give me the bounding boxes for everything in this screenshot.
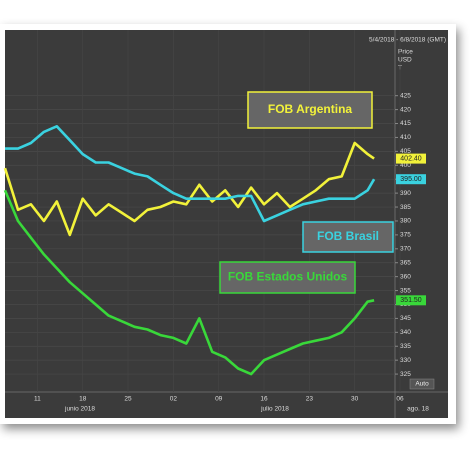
- auto-button-bg: [409, 378, 435, 390]
- series-line: [3, 141, 375, 237]
- last-value-box: [396, 174, 426, 185]
- y-tick-label: 405: [400, 148, 411, 155]
- x-tick-label: 06: [396, 396, 404, 403]
- y-tick-label: 340: [400, 329, 411, 336]
- legend-box: [247, 91, 373, 129]
- y-tick-label: 370: [400, 246, 411, 253]
- month-label: ago. 18: [407, 406, 429, 413]
- last-value-label: 402.40: [400, 155, 422, 162]
- x-tick-label: 16: [260, 396, 268, 403]
- x-tick-label: 02: [170, 396, 178, 403]
- series-line: [5, 125, 376, 223]
- y-tick-label: 365: [400, 259, 411, 266]
- y-tick-label: 330: [400, 357, 411, 364]
- legend-label: FOB Argentina: [268, 102, 353, 116]
- x-tick-label: 18: [79, 396, 87, 403]
- last-value-box: [396, 153, 426, 164]
- last-value-box: [396, 295, 426, 306]
- last-value-label: 395.00: [400, 176, 422, 183]
- y-tick-label: 400: [400, 162, 411, 169]
- y-tick-label: 380: [400, 218, 411, 225]
- last-value-label: 351.50: [400, 297, 422, 304]
- y-tick-label: 385: [400, 204, 411, 211]
- month-label: julio 2018: [260, 406, 289, 413]
- y-tick-label: 410: [400, 134, 411, 141]
- y-tick-label: 390: [400, 190, 411, 197]
- y-axis-label: Price: [398, 49, 413, 56]
- auto-button[interactable]: Auto: [415, 381, 429, 388]
- legend-box: [302, 221, 394, 253]
- y-tick-label: 420: [400, 106, 411, 113]
- y-tick-label: 415: [400, 120, 411, 127]
- legend-box: [219, 261, 356, 294]
- y-axis-label: USD: [398, 57, 412, 64]
- y-tick-label: 425: [400, 92, 411, 99]
- y-tick-label: 360: [400, 273, 411, 280]
- x-tick-label: 30: [351, 396, 359, 403]
- y-tick-label: 335: [400, 343, 411, 350]
- x-tick-label: 11: [34, 396, 41, 403]
- y-tick-label: 325: [400, 371, 411, 378]
- y-tick-label: 345: [400, 315, 411, 322]
- y-tick-label: 375: [400, 232, 411, 239]
- legend-label: FOB Brasil: [317, 229, 379, 243]
- month-label: junio 2018: [64, 406, 95, 413]
- x-tick-label: 09: [215, 396, 223, 403]
- x-tick-label: 25: [124, 396, 132, 403]
- x-tick-label: 23: [306, 396, 314, 403]
- series-line: [3, 189, 375, 376]
- y-tick-label: 355: [400, 287, 411, 294]
- legend-label: FOB Estados Unidos: [228, 270, 348, 284]
- subtitle: 5/4/2018 - 6/8/2018 (GMT): [369, 37, 446, 44]
